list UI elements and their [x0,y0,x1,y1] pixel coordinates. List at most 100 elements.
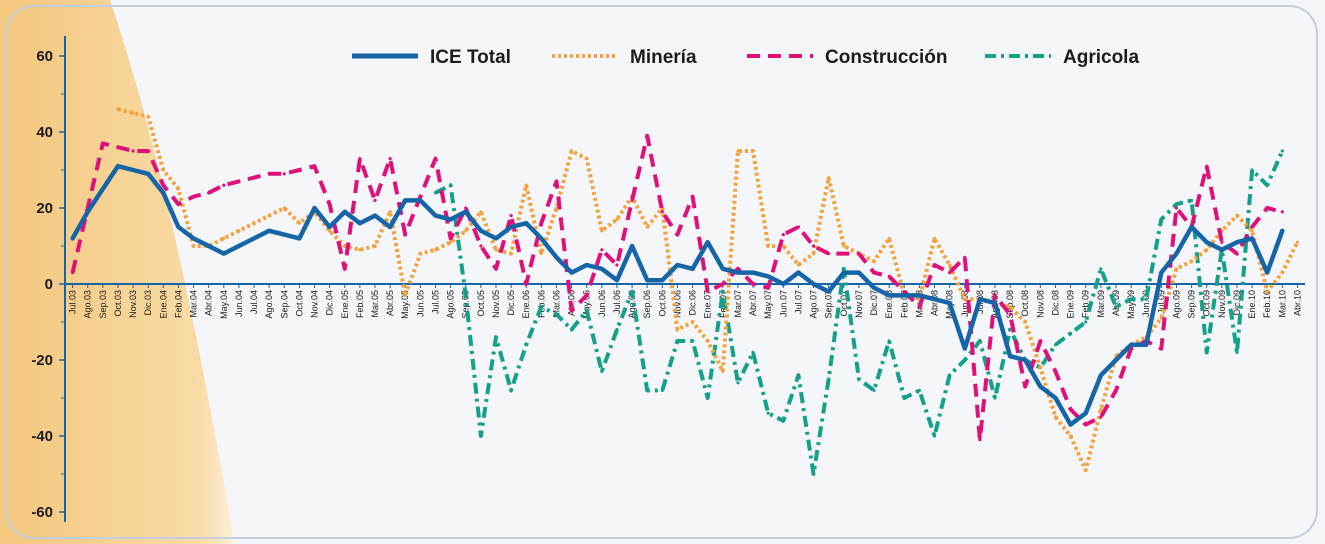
data-point [237,244,241,248]
data-point [857,377,861,381]
data-point [297,221,301,225]
x-tick-label: Nov.05 [491,290,501,318]
data-point [948,271,952,275]
data-point [328,229,332,233]
data-point [554,255,559,259]
x-tick-label: Abr.07 [748,290,758,316]
data-point [1099,267,1103,271]
x-tick-label: Sep.06 [642,290,652,319]
data-point [857,271,861,275]
x-tick-label: Mar.09 [1096,290,1106,318]
x-tick-label: Dic.08 [1050,290,1060,316]
data-point [917,305,921,309]
data-point [1023,358,1027,362]
decorative-orange-band [0,0,235,544]
data-point [827,377,831,381]
data-point [585,157,589,161]
data-point [1235,240,1239,244]
data-point [191,195,196,199]
data-point [1174,267,1179,271]
data-point [479,210,483,214]
data-point [539,252,543,256]
data-point [282,206,286,210]
data-point [343,210,347,214]
data-point [1205,350,1209,354]
data-point [479,434,483,438]
x-tick-label: Jul.06 [612,290,622,314]
data-point [811,282,816,286]
data-point [237,179,241,183]
x-tick-label: Dic.03 [143,290,153,316]
data-point [1295,240,1300,244]
x-tick-label: Ago.04 [264,290,274,319]
data-point [766,286,770,290]
data-point [887,293,891,297]
data-point [494,335,498,339]
series-layer [70,107,1300,476]
series-agricola [433,149,1285,476]
data-point [781,244,785,248]
data-point [464,206,468,210]
data-point [509,214,513,218]
data-point [1280,271,1284,275]
x-tick-label: Oct.09 [1202,290,1212,317]
data-point [721,290,725,294]
data-point [645,278,649,282]
data-point [1114,358,1118,362]
data-point [948,301,952,305]
data-point [207,244,211,248]
data-point [1008,328,1012,332]
x-tick-label: Nov.06 [672,290,682,318]
data-point [932,297,937,301]
data-point [222,236,226,240]
data-point [358,221,362,225]
data-point [1189,198,1194,202]
data-point [509,252,513,256]
data-point [887,339,891,343]
data-point [509,388,513,392]
data-point [252,221,256,225]
x-tick-label: Mar.06 [551,290,561,318]
x-tick-label: May.06 [582,290,592,319]
data-point [932,236,937,240]
data-point [267,172,271,176]
legend-item: Agricola [985,47,1139,68]
x-tick-label: Ene.05 [340,290,350,319]
y-tick-label: 0 [45,276,53,293]
data-point [1205,248,1209,252]
data-point [615,217,619,221]
data-point [524,343,528,347]
data-point [1084,423,1088,427]
x-tick-label: Abr.10 [1292,290,1302,316]
data-point [464,293,468,297]
data-point [690,267,695,271]
data-point [433,248,438,252]
x-tick-label: Ago.07 [809,290,819,319]
data-point [1159,347,1163,351]
data-point [1053,415,1058,419]
data-point [811,472,816,476]
data-point [494,236,498,240]
data-point [1189,259,1194,263]
x-tick-label: Mar.05 [370,290,380,318]
data-point [328,202,332,206]
data-point [388,225,392,229]
data-point [1084,411,1088,415]
data-point [1220,240,1224,244]
x-tick-label: Ene.10 [1247,290,1257,319]
legend: ICE Total Minería Construcción Agricola [352,47,1139,68]
data-point [1159,271,1163,275]
data-point [978,438,982,442]
x-tick-label: Oct.06 [657,290,667,317]
x-tick-label: Mar.10 [1277,290,1287,318]
x-tick-label: Oct.05 [476,290,486,317]
x-tick-label: Jun.09 [1141,290,1151,317]
data-point [1053,369,1058,373]
data-point [1069,331,1073,335]
y-tick-label: -20 [31,352,53,369]
data-point [872,388,876,392]
data-point [267,229,271,233]
data-point [131,168,135,172]
data-point [1235,252,1239,256]
data-point [449,183,453,187]
